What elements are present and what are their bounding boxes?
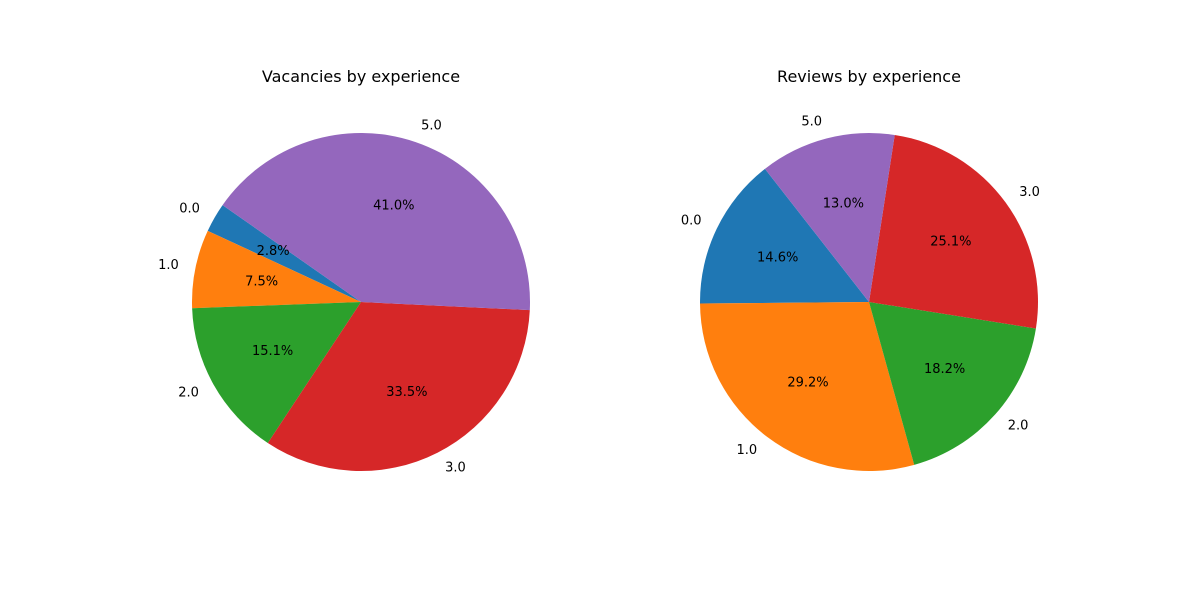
slice-percent-label: 15.1% [252,344,293,359]
slice-percent-label: 18.2% [924,362,965,377]
pie-slice-2-0 [869,302,1036,465]
pie-slice-0-0 [207,205,361,302]
slice-percent-label: 29.2% [787,376,828,391]
vacancies-pie-chart: Vacancies by experience 0.0 2.8% 1.0 7.5% 2.… [158,67,531,475]
slice-label: 0.0 [681,214,702,229]
chart-title: Vacancies by experience [262,67,460,86]
slice-label: 5.0 [801,115,822,130]
slice-percent-label: 41.0% [373,199,414,214]
pie-slice-5-0 [764,133,895,302]
chart-title: Reviews by experience [777,67,961,86]
slice-percent-label: 25.1% [930,235,971,250]
slice-label: 2.0 [178,386,199,401]
pie-slice-3-0 [869,134,1039,329]
slice-percent-label: 2.8% [257,244,290,259]
slice-percent-label: 14.6% [757,251,798,266]
slice-percent-label: 7.5% [245,275,278,290]
pie-slice-2-0 [192,302,361,443]
pie-slice-0-0 [700,168,869,304]
pie-slice-5-0 [222,132,531,311]
pie-slice-1-0 [192,230,361,309]
slice-percent-label: 33.5% [386,385,427,400]
pie-slice-1-0 [700,302,915,472]
slice-label: 2.0 [1008,418,1029,433]
slice-percent-label: 13.0% [823,196,864,211]
slice-label: 1.0 [737,443,758,458]
slice-label: 5.0 [421,119,442,134]
slice-label: 3.0 [1019,185,1040,200]
slice-label: 1.0 [158,258,179,273]
reviews-pie-chart: Reviews by experience 0.0 14.6% 1.0 29.2% 2.… [681,67,1040,472]
slice-label: 0.0 [179,202,200,217]
slice-label: 3.0 [445,460,466,475]
pie-slice-3-0 [267,302,530,472]
